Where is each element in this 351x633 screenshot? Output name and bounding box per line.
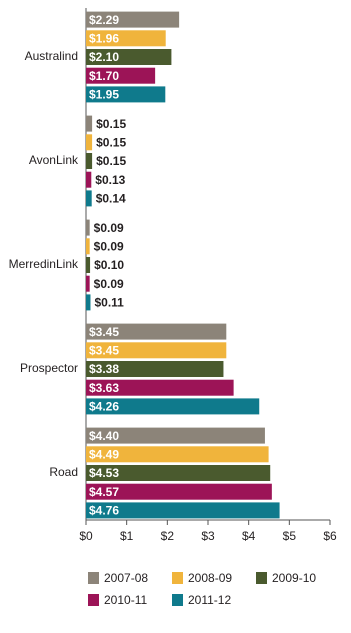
x-tick-label: $0 — [79, 529, 93, 543]
x-tick-label: $6 — [323, 529, 337, 543]
bar — [86, 153, 93, 169]
bar — [86, 398, 260, 415]
value-label: $0.14 — [96, 192, 126, 206]
bar — [86, 446, 269, 463]
x-tick-label: $2 — [161, 529, 175, 543]
legend-swatch — [172, 572, 183, 584]
value-label: $0.15 — [96, 135, 126, 149]
value-label: $0.11 — [94, 296, 124, 310]
x-tick-label: $1 — [120, 529, 134, 543]
bar — [86, 86, 166, 103]
bar — [86, 190, 92, 207]
category-label: Road — [49, 465, 78, 479]
bar — [86, 275, 90, 292]
category-label: Prospector — [20, 361, 78, 375]
value-label: $0.10 — [94, 258, 124, 272]
legend-label: 2008-09 — [188, 571, 232, 585]
x-tick-label: $4 — [242, 529, 256, 543]
value-label: $3.63 — [89, 381, 119, 395]
value-label: $0.09 — [94, 221, 124, 235]
bar — [86, 30, 166, 47]
bar — [86, 361, 224, 377]
bar — [86, 49, 172, 65]
value-label: $3.45 — [89, 325, 119, 339]
bar — [86, 502, 280, 519]
value-label: $1.96 — [89, 31, 119, 45]
legend-swatch — [88, 594, 99, 606]
bar — [86, 294, 91, 311]
legend-label: 2010-11 — [104, 593, 147, 607]
value-label: $0.13 — [95, 173, 125, 187]
legend-swatch — [88, 572, 99, 584]
value-label: $2.10 — [89, 50, 119, 64]
value-label: $1.70 — [89, 69, 119, 83]
legend-label: 2007-08 — [104, 571, 148, 585]
value-label: $0.15 — [96, 154, 126, 168]
bar — [86, 323, 227, 340]
value-label: $4.26 — [89, 400, 119, 414]
legend-label: 2009-10 — [272, 571, 316, 585]
value-label: $0.09 — [94, 277, 124, 291]
category-label: Australind — [25, 49, 78, 63]
bar — [86, 171, 92, 188]
bar — [86, 257, 91, 273]
bar — [86, 11, 180, 28]
value-label: $2.29 — [89, 13, 119, 27]
value-label: $1.95 — [89, 88, 119, 102]
value-label: $0.09 — [94, 239, 124, 253]
value-label: $4.40 — [89, 429, 119, 443]
bar — [86, 115, 93, 132]
value-label: $4.57 — [89, 485, 119, 499]
value-label: $4.53 — [89, 466, 119, 480]
x-tick-label: $5 — [283, 529, 297, 543]
legend-label: 2011-12 — [188, 593, 231, 607]
bar — [86, 427, 265, 444]
value-label: $3.38 — [89, 362, 119, 376]
value-label: $4.49 — [89, 447, 119, 461]
bar — [86, 67, 156, 84]
category-label: AvonLink — [29, 153, 79, 167]
bar — [86, 342, 227, 359]
legend-swatch — [256, 572, 267, 584]
x-tick-label: $3 — [201, 529, 215, 543]
value-label: $0.15 — [96, 117, 126, 131]
bar — [86, 465, 271, 481]
value-label: $3.45 — [89, 343, 119, 357]
bar — [86, 238, 90, 255]
value-label: $4.76 — [89, 504, 119, 518]
legend-swatch — [172, 594, 183, 606]
bar — [86, 483, 272, 500]
bar — [86, 219, 90, 236]
bar — [86, 134, 93, 151]
category-label: MerredinLink — [9, 257, 79, 271]
bar — [86, 379, 234, 396]
